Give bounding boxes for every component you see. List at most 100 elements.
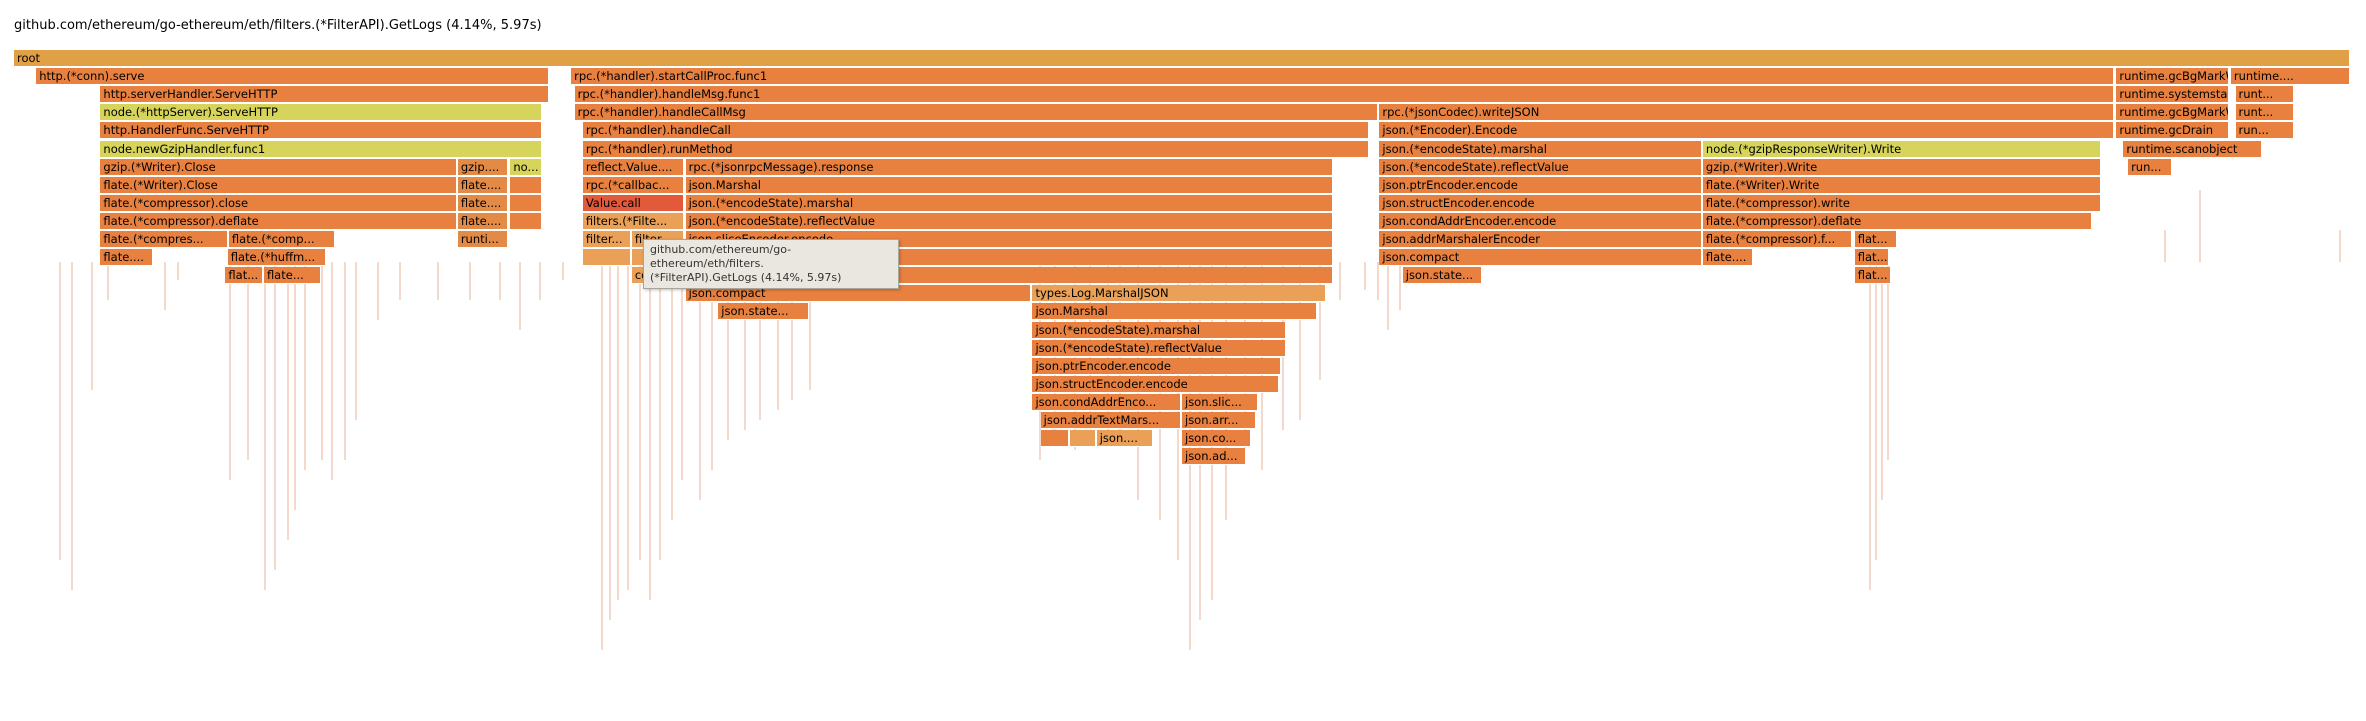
flame-frame-label: flate....: [103, 250, 144, 265]
flame-frame[interactable]: http.serverHandler.ServeHTTP: [100, 86, 549, 104]
flame-frame[interactable]: runt...: [2235, 86, 2294, 104]
flame-frame[interactable]: json.state...: [718, 303, 810, 321]
flame-frame[interactable]: json.condAddrEncoder.encode: [1379, 212, 1702, 230]
flame-frame[interactable]: rpc.(*handler).handleCall: [582, 122, 1369, 140]
flame-frame-label: http.serverHandler.ServeHTTP: [103, 87, 278, 102]
flame-frame[interactable]: json.(*encodeState).marshal: [1032, 321, 1286, 339]
flame-frame[interactable]: flate.(*Writer).Close: [100, 176, 457, 194]
flame-frame-label: flat...: [1857, 250, 1888, 265]
flame-frame-label: json.ptrEncoder.encode: [1382, 177, 1518, 192]
flame-frame-label: flate...: [266, 268, 304, 283]
flame-frame[interactable]: flate....: [100, 249, 153, 267]
flame-frame[interactable]: flat...: [1854, 249, 1889, 267]
flame-frame[interactable]: json.state...: [1402, 267, 1483, 285]
flame-frame[interactable]: rpc.(*callbac...: [582, 176, 685, 194]
flame-frame[interactable]: json.arr...: [1182, 412, 1256, 429]
flame-frame[interactable]: runtime.gcBgMarkWo...: [2116, 104, 2229, 122]
flame-frame[interactable]: reflect.Value....: [582, 158, 685, 176]
flame-frame[interactable]: http.(*conn).serve: [36, 68, 549, 86]
flame-frame[interactable]: flate....: [457, 194, 509, 212]
flame-frame[interactable]: Value.call: [582, 194, 685, 212]
flame-frame[interactable]: json.compact: [685, 285, 1032, 303]
flame-frame[interactable]: json.(*encodeState).marshal: [1379, 140, 1702, 158]
flame-frame[interactable]: gzip.(*Writer).Write: [1702, 158, 2102, 176]
flame-frame[interactable]: flate.(*compressor).deflate: [100, 212, 457, 230]
flame-frame[interactable]: flate...: [263, 267, 322, 285]
flame-frame[interactable]: rpc.(*handler).runMethod: [582, 140, 1369, 158]
flame-frame[interactable]: runti...: [457, 231, 509, 248]
flame-frame[interactable]: flate.(*comp...: [228, 231, 336, 248]
flame-frame[interactable]: [510, 194, 542, 212]
flame-frame[interactable]: root: [14, 50, 2350, 67]
flame-frame[interactable]: json.structEncoder.encode: [1379, 194, 1702, 212]
flame-frame-label: gzip.(*Writer).Close: [103, 159, 216, 174]
flame-frame[interactable]: json.(*encodeState).reflectValue: [1379, 158, 1702, 176]
flame-frame-label: json.(*encodeState).reflectValue: [688, 213, 875, 228]
flame-frame[interactable]: json.(*encodeState).marshal: [685, 194, 1333, 212]
flame-frame[interactable]: json.addrTextMars...: [1040, 412, 1181, 429]
flame-frame[interactable]: flate....: [457, 176, 509, 194]
flame-frame[interactable]: node.(*httpServer).ServeHTTP: [100, 104, 542, 122]
flame-frame[interactable]: rpc.(*jsonCodec).writeJSON: [1379, 104, 2115, 122]
flame-frame[interactable]: flat...: [1854, 267, 1891, 285]
flame-frame-label: flate.(*compressor).deflate: [103, 213, 259, 228]
flame-frame[interactable]: filter...: [582, 231, 631, 248]
flame-frame[interactable]: rpc.(*handler).handleMsg.func1: [574, 86, 2115, 104]
flame-frame[interactable]: [582, 249, 631, 267]
flame-frame[interactable]: run...: [2128, 158, 2173, 176]
flame-frame[interactable]: runtime.gcBgMarkWo...: [2116, 68, 2229, 86]
flame-frame[interactable]: json.condAddrEnco...: [1032, 393, 1181, 411]
flame-frame[interactable]: gzip.(*Writer).Close: [100, 158, 457, 176]
flame-frame[interactable]: types.Log.MarshalJSON: [1032, 285, 1326, 303]
flame-frame[interactable]: flate.(*compressor).f...: [1702, 231, 1853, 248]
flame-frame-label: run...: [2238, 123, 2269, 138]
flame-frame[interactable]: json.slic...: [1182, 393, 1258, 411]
flame-frame[interactable]: flat...: [1854, 231, 1897, 248]
flame-frame[interactable]: json.ptrEncoder.encode: [1379, 176, 1702, 194]
flame-frame[interactable]: rpc.(*handler).startCallProc.func1: [571, 68, 2115, 86]
flame-frame[interactable]: gzip....: [457, 158, 509, 176]
flame-frame[interactable]: flate.(*compressor).deflate: [1702, 212, 2092, 230]
flame-frame[interactable]: [510, 212, 542, 230]
flame-frame[interactable]: flate.(*compressor).close: [100, 194, 457, 212]
flame-frame[interactable]: node.(*gzipResponseWriter).Write: [1702, 140, 2102, 158]
flame-frame[interactable]: [510, 176, 542, 194]
flame-frame[interactable]: [1069, 430, 1096, 448]
flame-frame[interactable]: json.structEncoder.encode: [1032, 375, 1279, 393]
flame-frame-label: http.(*conn).serve: [39, 69, 145, 84]
flame-frame[interactable]: node.newGzipHandler.func1: [100, 140, 542, 158]
flame-frame[interactable]: json....: [1096, 430, 1153, 448]
flame-frame[interactable]: runtime.gcDrain: [2116, 122, 2229, 140]
flame-frame[interactable]: rpc.(*handler).handleCallMsg: [574, 104, 1379, 122]
flame-frame[interactable]: flat...: [225, 267, 263, 285]
flame-frame[interactable]: flate.(*Writer).Write: [1702, 176, 2102, 194]
flame-frame[interactable]: json.addrMarshalerEncoder: [1379, 231, 1702, 248]
flame-frame[interactable]: json.(*encodeState).reflectValue: [685, 212, 1333, 230]
flame-frame[interactable]: runtime....: [2230, 68, 2350, 86]
flame-frame[interactable]: json.compact: [1379, 249, 1702, 267]
flame-frame[interactable]: json.(*encodeState).reflectValue: [1032, 339, 1286, 357]
flame-frame[interactable]: flate....: [457, 212, 509, 230]
flame-frame[interactable]: [1040, 430, 1069, 448]
flame-frame[interactable]: json.co...: [1182, 430, 1251, 448]
flame-frame[interactable]: json.Marshal: [685, 176, 1333, 194]
flame-frame[interactable]: runtime.scanobject: [2123, 140, 2263, 158]
flame-frame[interactable]: rpc.(*jsonrpcMessage).response: [685, 158, 1333, 176]
flame-frame-label: json....: [1099, 431, 1138, 446]
flame-frame[interactable]: run...: [2235, 122, 2294, 140]
flame-frame[interactable]: flate....: [1702, 249, 1754, 267]
flame-frame[interactable]: filters.(*Filte...: [582, 212, 685, 230]
flame-frame-label: rpc.(*jsonrpcMessage).response: [688, 159, 874, 174]
flame-frame-label: json.(*Encoder).Encode: [1382, 123, 1518, 138]
flame-frame[interactable]: flate.(*huffm...: [227, 249, 326, 267]
flame-frame[interactable]: json.ad...: [1182, 448, 1247, 466]
flame-frame[interactable]: json.(*Encoder).Encode: [1379, 122, 2115, 140]
flame-frame[interactable]: json.Marshal: [1032, 303, 1318, 321]
flame-frame[interactable]: flate.(*compressor).write: [1702, 194, 2102, 212]
flame-frame[interactable]: http.HandlerFunc.ServeHTTP: [100, 122, 542, 140]
flame-frame[interactable]: json.ptrEncoder.encode: [1032, 357, 1282, 375]
flame-frame[interactable]: runtime.systemstack: [2116, 86, 2229, 104]
flame-frame[interactable]: runt...: [2235, 104, 2294, 122]
flame-frame[interactable]: flate.(*compres...: [100, 231, 228, 248]
flame-frame[interactable]: no...: [510, 158, 542, 176]
